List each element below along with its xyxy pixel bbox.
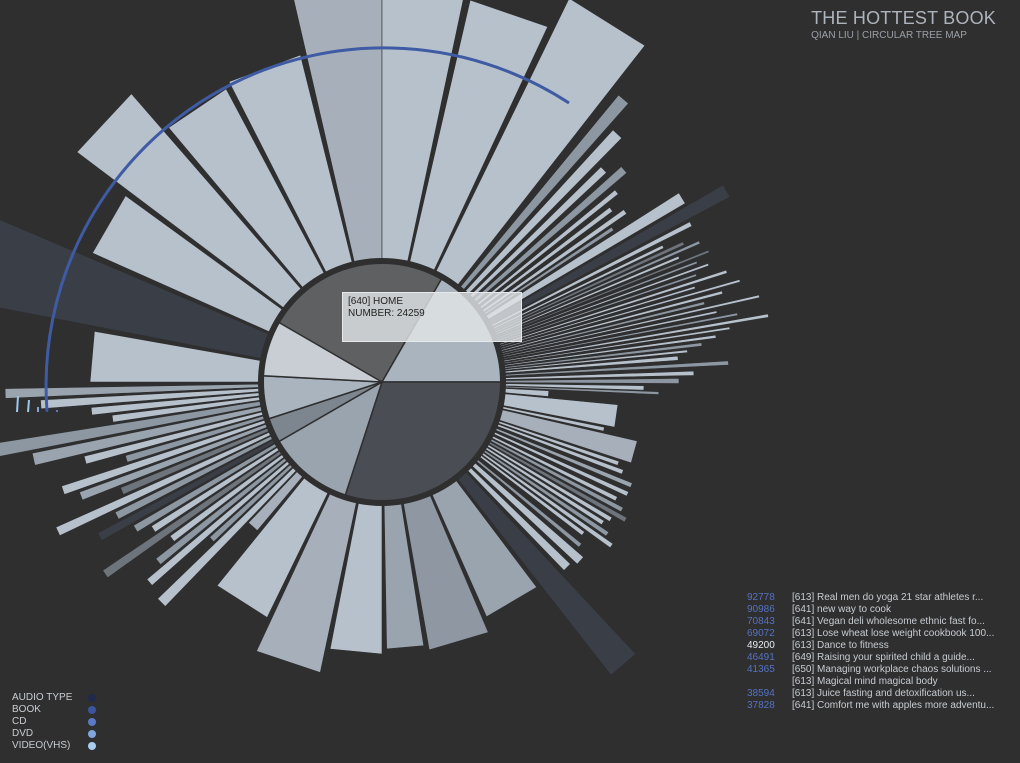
rank-number: 41365 (747, 664, 775, 675)
rank-number: 92778 (747, 592, 775, 603)
legend-dot (88, 730, 96, 738)
rank-number: 37828 (747, 700, 775, 711)
legend: AUDIO TYPE BOOK CD DVD VIDEO(VHS) (12, 692, 100, 752)
hover-tooltip: [640] HOME NUMBER: 24259 (342, 292, 522, 342)
list-item[interactable]: 46491 [649] Raising your spirited child a… (747, 652, 994, 664)
list-item[interactable]: 49200 [613] Dance to fitness (747, 640, 994, 652)
radial-bar[interactable] (503, 370, 695, 380)
page-subtitle: QIAN LIU | CIRCULAR TREE MAP (811, 30, 967, 41)
legend-item-cd[interactable]: CD (12, 716, 100, 728)
list-item[interactable]: 69072 [613] Lose wheat lose weight cookbo… (747, 628, 994, 640)
rank-number: 69072 (747, 628, 775, 639)
legend-dot (88, 718, 96, 726)
page-title: THE HOTTEST BOOK (811, 8, 996, 28)
rank-title: [613] Magical mind magical body (792, 676, 938, 687)
rank-title: [613] Real men do yoga 21 star athletes … (792, 592, 984, 603)
rank-number: 70843 (747, 616, 775, 627)
rank-number: 38594 (747, 688, 775, 699)
rank-title: [613] Juice fasting and detoxification u… (792, 688, 975, 699)
rank-title: [650] Managing workplace chaos solutions… (792, 664, 992, 675)
rank-number: 49200 (747, 640, 775, 651)
inner-pie-ring (258, 258, 506, 506)
list-item[interactable]: 38594 [613] Juice fasting and detoxificat… (747, 688, 994, 700)
list-item[interactable]: [613] Magical mind magical body (747, 676, 994, 688)
list-item[interactable]: 37828 [641] Comfort me with apples more a… (747, 700, 994, 712)
legend-item-audio[interactable]: AUDIO TYPE (12, 692, 100, 704)
legend-label: VIDEO(VHS) (12, 740, 71, 751)
legend-item-book[interactable]: BOOK (12, 704, 100, 716)
rank-number: 90986 (747, 604, 775, 615)
rank-title: [641] new way to cook (792, 604, 891, 615)
rank-title: [641] Comfort me with apples more advent… (792, 700, 995, 711)
rank-title: [649] Raising your spirited child a guid… (792, 652, 975, 663)
rank-title: [613] Dance to fitness (792, 640, 889, 651)
rank-number: 46491 (747, 652, 775, 663)
legend-label: BOOK (12, 704, 41, 715)
legend-dot (88, 706, 96, 714)
left-mini-marks (16, 395, 58, 413)
tooltip-category: [640] HOME (348, 296, 404, 307)
legend-dot (88, 742, 96, 750)
list-item[interactable]: 41365 [650] Managing workplace chaos solu… (747, 664, 994, 676)
legend-item-dvd[interactable]: DVD (12, 728, 100, 740)
selection-arc (44, 46, 570, 412)
bars-layer (0, 0, 769, 676)
tooltip-number: NUMBER: 24259 (348, 308, 425, 319)
rank-title: [641] Vegan deli wholesome ethnic fast f… (792, 616, 985, 627)
top-books-list: 92778 [613] Real men do yoga 21 star athl… (747, 592, 994, 712)
list-item[interactable]: 70843 [641] Vegan deli wholesome ethnic f… (747, 616, 994, 628)
rank-title: [613] Lose wheat lose weight cookbook 10… (792, 628, 995, 639)
legend-item-video[interactable]: VIDEO(VHS) (12, 740, 100, 752)
legend-label: AUDIO TYPE (12, 692, 73, 703)
list-item[interactable]: 92778 [613] Real men do yoga 21 star athl… (747, 592, 994, 604)
title-block: THE HOTTEST BOOK QIAN LIU | CIRCULAR TRE… (811, 8, 996, 41)
legend-dot (88, 694, 96, 702)
list-item[interactable]: 90986 [641] new way to cook (747, 604, 994, 616)
legend-label: CD (12, 716, 27, 727)
legend-label: DVD (12, 728, 34, 739)
